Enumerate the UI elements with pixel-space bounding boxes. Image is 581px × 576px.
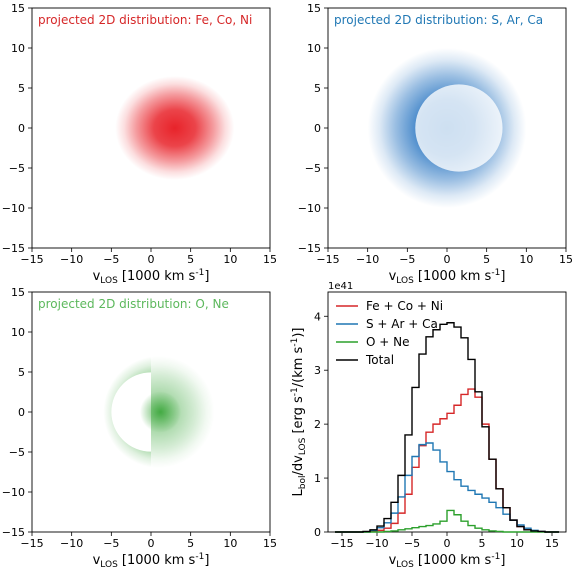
y-tick-label: 0 (18, 406, 25, 419)
x-tick-label: −5 (103, 537, 119, 550)
x-tick-label: −10 (60, 537, 83, 550)
void-region (415, 84, 503, 172)
y-tick-label: −15 (2, 526, 25, 539)
y-tick-label: 1 (314, 472, 321, 485)
y-tick-label: 0 (18, 122, 25, 135)
y-tick-label: 10 (11, 42, 25, 55)
x-tick-label: −15 (316, 253, 339, 266)
x-tick-label: 10 (223, 537, 237, 550)
y-tick-label: 5 (18, 366, 25, 379)
x-tick-label: 5 (479, 537, 486, 550)
x-tick-label: −5 (399, 253, 415, 266)
x-tick-label: 15 (263, 537, 277, 550)
x-tick-label: 15 (559, 253, 573, 266)
y-tick-label: −5 (9, 446, 25, 459)
legend-entry: Fe + Co + Ni (366, 299, 443, 313)
y-tick-label: 2 (314, 418, 321, 431)
x-tick-label: 0 (444, 537, 451, 550)
x-tick-label: −15 (20, 537, 43, 550)
panel-title: projected 2D distribution: Fe, Co, Ni (38, 13, 252, 27)
panel-title: projected 2D distribution: O, Ne (38, 297, 229, 311)
x-tick-label: 0 (148, 537, 155, 550)
offset-text: 1e41 (328, 281, 353, 292)
core-emission (139, 391, 182, 433)
x-tick-label: 0 (148, 253, 155, 266)
x-tick-label: −15 (330, 537, 353, 550)
x-tick-label: 5 (483, 253, 490, 266)
y-axis-label: Lbol​/dvLOS​ [erg s-1​/(km s-1​)] (290, 328, 308, 497)
y-tick-label: 0 (314, 526, 321, 539)
y-tick-label: 0 (314, 122, 321, 135)
x-tick-label: −10 (356, 253, 379, 266)
y-tick-label: 15 (307, 2, 321, 15)
x-tick-label: −15 (20, 253, 43, 266)
y-tick-label: 10 (307, 42, 321, 55)
x-tick-label: 5 (187, 537, 194, 550)
x-tick-label: 15 (263, 253, 277, 266)
y-tick-label: 15 (11, 2, 25, 15)
y-tick-label: −15 (298, 242, 321, 255)
y-tick-label: 15 (11, 286, 25, 299)
spectrum-panel: −15 −10 −5 0 5 10 15 0 1 2 3 4 vLOS​ [1000 km s-1​] 1… (290, 281, 567, 570)
x-tick-label: −5 (103, 253, 119, 266)
y-tick-label: −10 (2, 202, 25, 215)
y-tick-label: −15 (2, 242, 25, 255)
x-axis-label: vLOS​ [1000 km s-1​] (93, 268, 210, 286)
plot-frame (327, 291, 567, 533)
y-tick-label: −10 (298, 202, 321, 215)
legend-entry: S + Ar + Ca (366, 317, 438, 331)
x-tick-label: 10 (519, 253, 533, 266)
x-tick-label: −5 (404, 537, 420, 550)
y-tick-label: 4 (314, 310, 321, 323)
x-tick-label: 15 (545, 537, 559, 550)
y-tick-label: 5 (18, 82, 25, 95)
legend-entry: O + Ne (366, 335, 410, 349)
x-tick-label: −10 (365, 537, 388, 550)
y-tick-label: −5 (305, 162, 321, 175)
x-axis-label: vLOS​ [1000 km s-1​] (389, 268, 506, 286)
series-line-2 (335, 509, 559, 533)
y-tick-label: 10 (11, 326, 25, 339)
x-axis-label: vLOS​ [1000 km s-1​] (93, 552, 210, 570)
y-tick-label: −5 (9, 162, 25, 175)
panel-title: projected 2D distribution: S, Ar, Ca (334, 13, 543, 27)
y-tick-label: 3 (314, 364, 321, 377)
series-line-3 (335, 322, 559, 533)
x-axis-label: vLOS​ [1000 km s-1​] (389, 552, 506, 570)
x-tick-label: 10 (510, 537, 524, 550)
x-tick-label: 0 (444, 253, 451, 266)
x-tick-label: 10 (223, 253, 237, 266)
heatmap-panel: −15 −10 −5 0 5 10 15 −15 −10 −5 0 5 10 15 vLOS​ [1000 … (298, 2, 573, 286)
void-region (111, 372, 151, 452)
x-tick-label: 5 (187, 253, 194, 266)
emission-blob (115, 76, 235, 180)
heatmap-panel: −15 −10 −5 0 5 10 15 −15 −10 −5 0 5 10 15 vLOS​ [1000 … (2, 286, 277, 570)
heatmap-panel: −15 −10 −5 0 5 10 15 −15 −10 −5 0 5 10 15 vLOS​ [1000 … (2, 2, 277, 286)
y-tick-label: 5 (314, 82, 321, 95)
y-tick-label: −10 (2, 486, 25, 499)
x-tick-label: −10 (60, 253, 83, 266)
legend-entry: Total (365, 353, 394, 367)
